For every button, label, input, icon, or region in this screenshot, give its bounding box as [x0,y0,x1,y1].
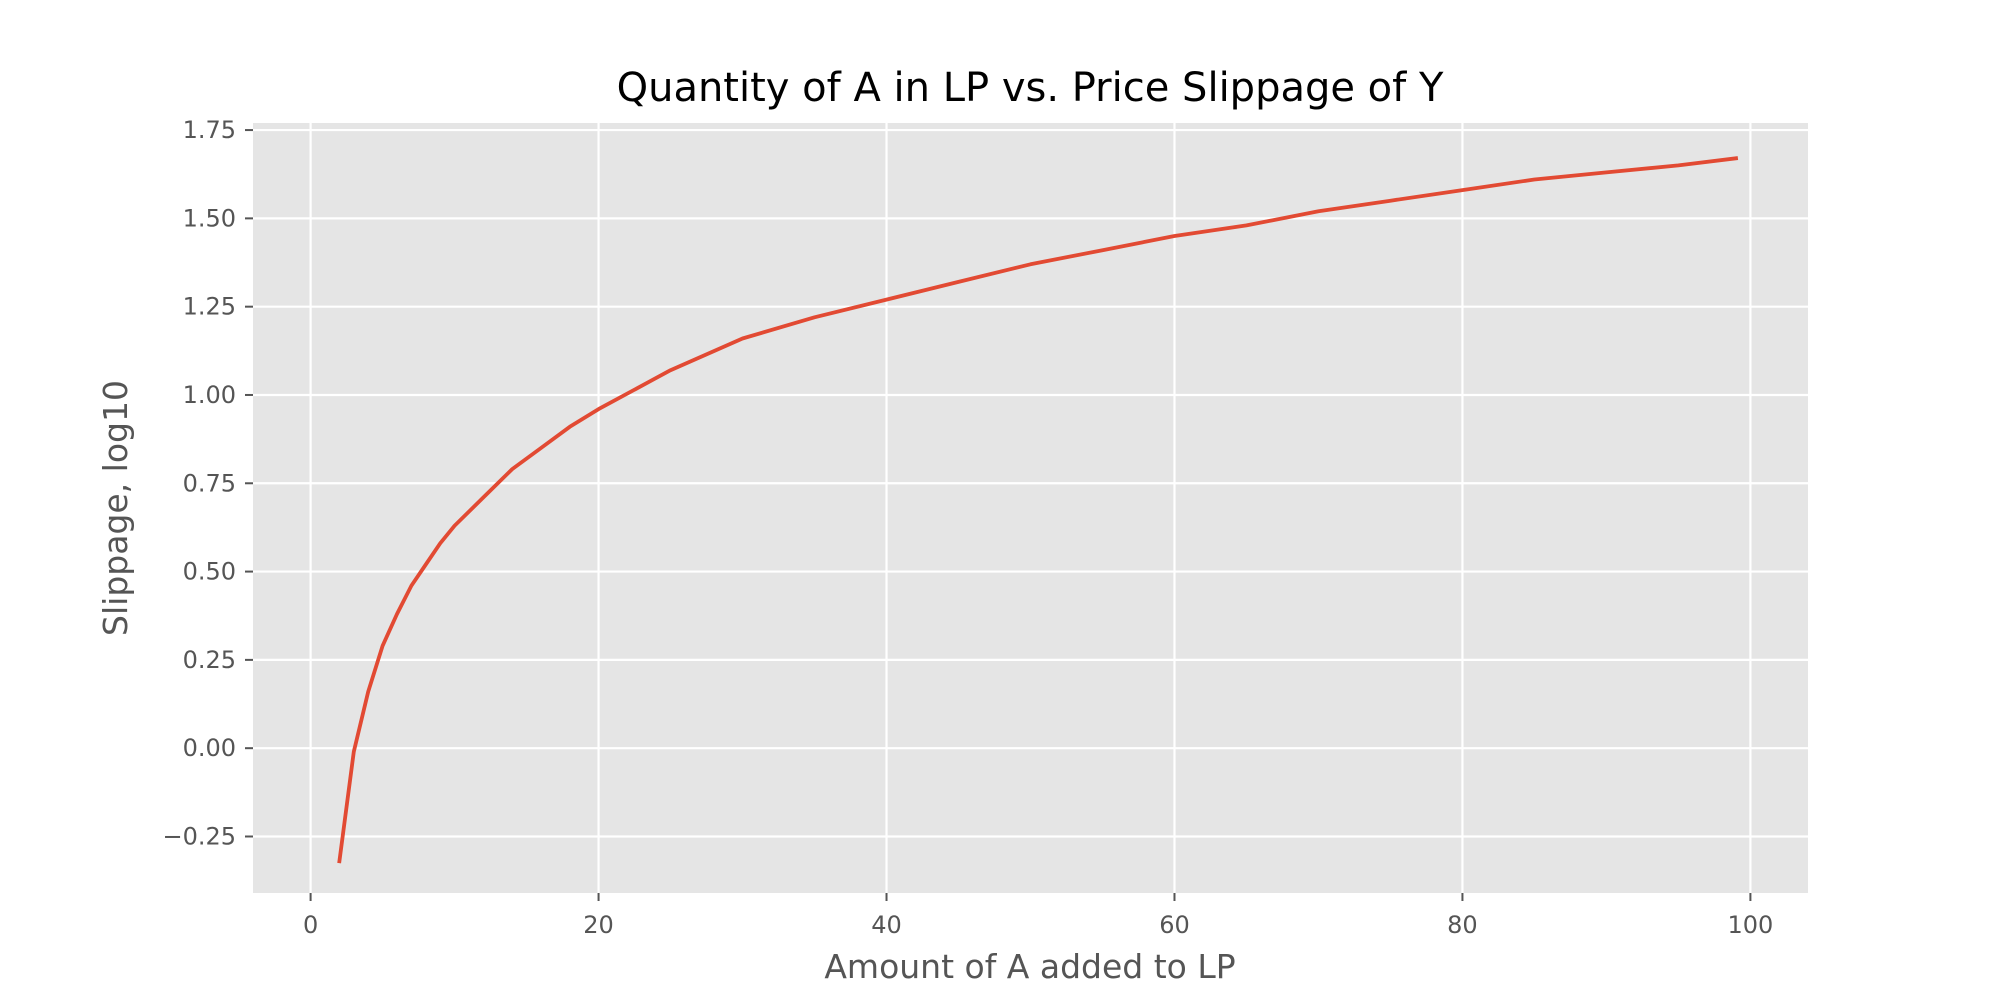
y-tick-label: 1.25 [183,293,236,321]
y-tick-label: 0.00 [183,734,236,762]
x-tick-label: 80 [1447,911,1478,939]
y-tick-label: 1.75 [183,116,236,144]
y-tick-label: −0.25 [162,822,236,850]
axis-ticks: 0 20 40 60 80 100 −0.25 0.00 0.25 0.50 0.75 1.00 1.2… [162,116,1773,939]
series-line [337,156,1739,864]
y-tick-label: 0.25 [183,646,236,674]
x-tick-label: 0 [303,911,318,939]
x-tick-label: 40 [871,911,902,939]
x-tick-label: 20 [583,911,614,939]
plot-area [253,123,1808,893]
y-tick-label: 0.50 [183,558,236,586]
x-axis-label: Amount of A added to LP [824,947,1235,986]
grid-lines [253,123,1808,893]
y-tick-label: 0.75 [183,469,236,497]
series-layer [337,156,1739,864]
y-tick-label: 1.00 [183,381,236,409]
x-tick-label: 100 [1728,911,1774,939]
x-tick-label: 60 [1159,911,1190,939]
y-axis-label: Slippage, log10 [96,380,135,636]
chart-title: Quantity of A in LP vs. Price Slippage o… [617,65,1444,111]
y-tick-label: 1.50 [183,204,236,232]
